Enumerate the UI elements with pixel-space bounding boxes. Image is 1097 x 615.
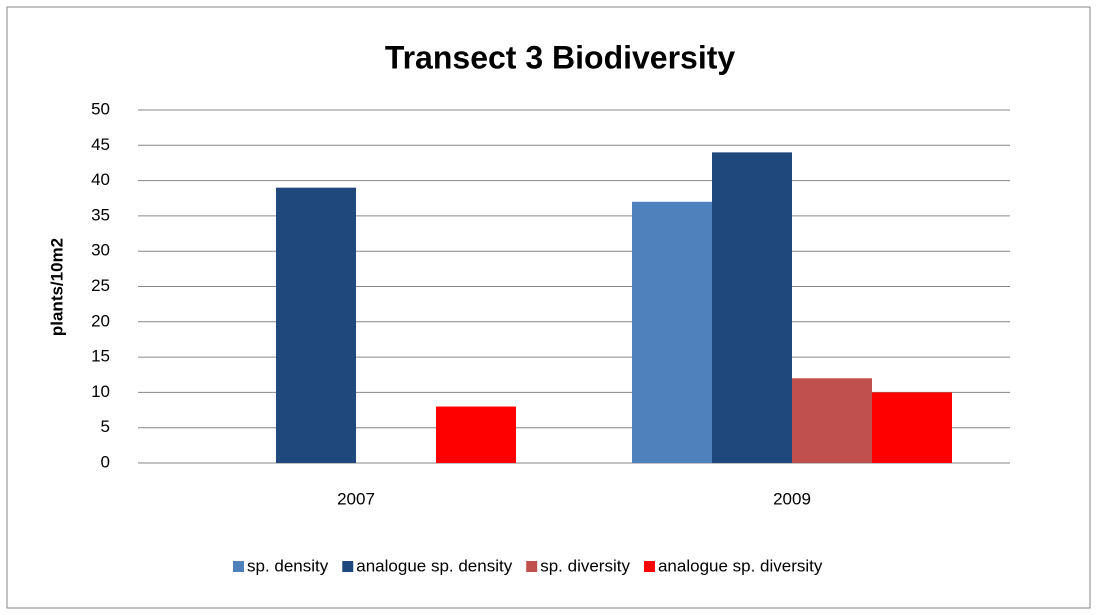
y-tick-label: 10 bbox=[91, 382, 110, 401]
x-tick-label: 2009 bbox=[773, 489, 811, 508]
y-tick-label: 25 bbox=[91, 276, 110, 295]
legend-label: analogue sp. density bbox=[356, 556, 512, 575]
y-tick-label: 35 bbox=[91, 205, 110, 224]
chart-title: Transect 3 Biodiversity bbox=[385, 39, 736, 75]
bar bbox=[712, 152, 792, 464]
y-tick-label: 50 bbox=[91, 99, 110, 118]
legend-swatch bbox=[643, 561, 655, 572]
y-tick-label: 20 bbox=[91, 311, 110, 330]
legend-label: sp. density bbox=[247, 556, 329, 575]
bar bbox=[792, 378, 872, 463]
bar bbox=[632, 201, 712, 463]
legend-label: sp. diversity bbox=[540, 556, 630, 575]
y-tick-label: 30 bbox=[91, 241, 110, 260]
legend-label: analogue sp. diversity bbox=[658, 556, 823, 575]
y-axis-label: plants/10m2 bbox=[47, 238, 66, 336]
bar bbox=[872, 392, 952, 463]
y-tick-label: 45 bbox=[91, 135, 110, 154]
legend-swatch bbox=[526, 561, 538, 572]
legend-swatch bbox=[233, 561, 244, 572]
legend-swatch bbox=[342, 561, 354, 572]
y-tick-label: 40 bbox=[91, 170, 110, 189]
bar bbox=[436, 406, 516, 463]
bar bbox=[276, 187, 356, 463]
y-tick-label: 0 bbox=[101, 452, 110, 471]
chart-border bbox=[6, 6, 1091, 609]
x-tick-label: 2007 bbox=[337, 489, 375, 508]
y-tick-label: 5 bbox=[101, 417, 110, 436]
y-tick-label: 15 bbox=[91, 347, 110, 366]
